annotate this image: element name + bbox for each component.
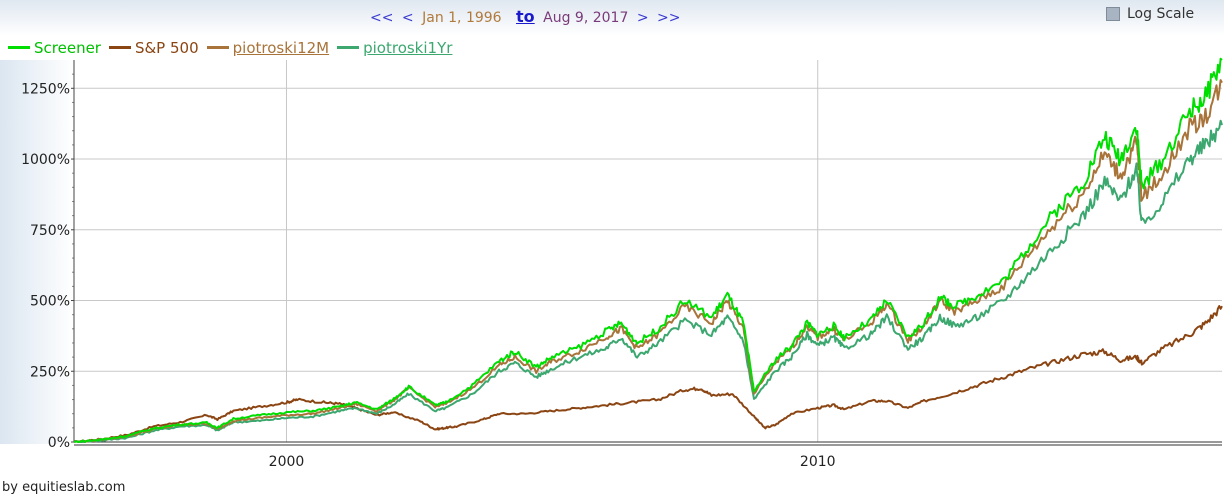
x-tick-label: 2000 (269, 454, 305, 470)
log-scale-toggle[interactable]: Log Scale (1106, 6, 1194, 22)
legend-label[interactable]: piotroski1Yr (363, 38, 453, 57)
nav-prev-button[interactable]: < (401, 10, 414, 26)
legend-swatch (206, 46, 229, 49)
date-range-nav: << < Jan 1, 1996 to Aug 9, 2017 > >> (370, 7, 684, 26)
nav-next-button[interactable]: > (636, 10, 649, 26)
log-scale-checkbox[interactable] (1106, 7, 1120, 21)
start-date-field[interactable]: Jan 1, 1996 (422, 10, 502, 26)
x-tick-label: 2010 (800, 454, 836, 470)
legend-label: Screener (34, 38, 101, 57)
series-line-screener (73, 57, 1223, 443)
legend-label[interactable]: piotroski12M (232, 38, 330, 57)
y-tick-label: 1250% (21, 81, 70, 97)
series-line-piotroski12m (73, 79, 1223, 443)
y-tick-label: 500% (30, 294, 70, 310)
to-link[interactable]: to (516, 7, 535, 26)
nav-first-button[interactable]: << (370, 10, 394, 26)
nav-last-button[interactable]: >> (657, 10, 681, 26)
legend-swatch (8, 46, 30, 49)
series-line-s-p-500 (73, 305, 1223, 443)
chart-header: << < Jan 1, 1996 to Aug 9, 2017 > >> Log… (0, 0, 1224, 60)
y-tick-label: 750% (30, 223, 70, 239)
log-scale-label: Log Scale (1127, 6, 1195, 22)
legend-item[interactable]: piotroski12M (206, 38, 330, 57)
legend-swatch (337, 46, 360, 49)
footer-credit: by equitieslab.com (2, 480, 126, 495)
y-tick-label: 0% (48, 435, 70, 451)
legend-item: S&P 500 (108, 38, 199, 57)
end-date-field[interactable]: Aug 9, 2017 (543, 10, 629, 26)
chart-legend: Screener S&P 500 piotroski12M piotroski1Yr (8, 35, 460, 57)
y-tick-label: 1000% (21, 152, 70, 168)
legend-item[interactable]: piotroski1Yr (337, 39, 452, 57)
legend-label: S&P 500 (134, 38, 199, 57)
legend-swatch (108, 46, 131, 49)
legend-item: Screener (8, 39, 101, 57)
y-tick-label: 250% (30, 364, 70, 380)
series-line-piotroski1yr (73, 119, 1223, 443)
line-chart: 0% 250% 500% 750% 1000% 1250% 2000 2010 (21, 57, 1223, 470)
y-axis-background (0, 60, 74, 444)
